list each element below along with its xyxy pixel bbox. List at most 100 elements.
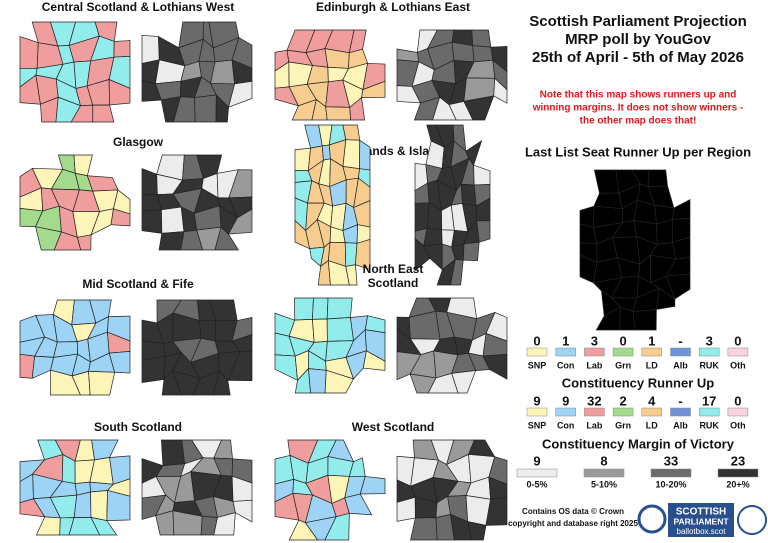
constituency (463, 95, 495, 121)
constituency (88, 371, 116, 396)
map (274, 439, 386, 541)
constituency (471, 29, 492, 48)
legend-swatch (584, 347, 605, 357)
party-label: RUK (699, 420, 719, 430)
constituency (451, 41, 475, 63)
region-title: West Scotland (352, 420, 434, 434)
band-label: 0-5% (526, 479, 547, 489)
count: 0 (533, 333, 540, 348)
count: 9 (533, 393, 540, 408)
constituency (485, 496, 508, 526)
note: the other map does that! (580, 116, 697, 127)
constituency (312, 297, 329, 320)
map (579, 169, 691, 331)
constituency (362, 350, 386, 371)
constituency (73, 491, 92, 518)
count: 17 (702, 393, 716, 408)
constituency (410, 517, 438, 541)
map (396, 297, 508, 394)
map (141, 154, 253, 251)
constituency (493, 77, 508, 104)
constituency (359, 476, 386, 495)
credit: copyright and database right 2025 (508, 519, 638, 528)
constituency (344, 493, 373, 516)
title: 25th of April - 5th of May 2026 (532, 49, 744, 66)
constituency (215, 94, 229, 123)
section-title: Last List Seat Runner Up per Region (525, 144, 751, 159)
constituency (227, 350, 253, 381)
count: 1 (562, 333, 569, 348)
map (396, 29, 508, 121)
constituency (460, 183, 477, 207)
logo-badge (737, 505, 767, 535)
count: 32 (587, 393, 601, 408)
constituency (476, 220, 491, 243)
count: 9 (533, 453, 540, 468)
legend-swatch (641, 347, 663, 357)
legend-swatch (555, 347, 576, 357)
constituency (342, 166, 360, 181)
constituency (232, 499, 253, 523)
logo-text: PARLIAMENT (673, 516, 729, 526)
logo-text: SCOTTISH (676, 507, 727, 518)
party-label: Lab (586, 360, 603, 370)
count: 0 (619, 333, 626, 348)
party-label: Lab (586, 420, 603, 430)
constituency (110, 208, 131, 227)
constituency (342, 124, 361, 141)
count: 0 (734, 393, 741, 408)
constituency (325, 106, 352, 121)
note: Note that this map shows runners up and (540, 90, 737, 101)
count: 3 (706, 333, 713, 348)
constituency (194, 94, 217, 123)
map (141, 21, 253, 123)
constituency (656, 219, 673, 245)
party-label: Alb (673, 360, 688, 370)
constituency (462, 241, 480, 262)
band-label: 20+% (726, 479, 749, 489)
legend-swatch (526, 347, 548, 357)
count: 9 (562, 393, 569, 408)
constituency (90, 516, 118, 536)
constituency (227, 208, 253, 235)
constituency (349, 96, 366, 121)
constituency (228, 80, 253, 108)
constituency (312, 318, 328, 343)
region-title: Mid Scotland & Fife (82, 277, 194, 291)
legend-swatch (727, 347, 749, 357)
legend-swatch (516, 468, 558, 478)
party-label: Grn (615, 360, 631, 370)
legend-swatch (650, 468, 692, 478)
constituency (345, 264, 358, 286)
party-label: Con (557, 360, 575, 370)
legend-swatch (670, 347, 691, 357)
constituency (423, 227, 443, 247)
region-title: Central Scotland & Lothians West (42, 0, 234, 14)
constituency (451, 370, 477, 394)
constituency (482, 353, 508, 380)
constituency (361, 80, 386, 99)
count: 1 (648, 333, 655, 348)
count: - (678, 333, 682, 348)
legend-swatch (584, 407, 605, 417)
count: - (678, 393, 682, 408)
party-label: Grn (615, 420, 631, 430)
constituency (450, 259, 464, 286)
section-title: Constituency Runner Up (562, 375, 714, 390)
region-title: North East (363, 262, 424, 276)
map (141, 299, 253, 396)
party-label: Alb (673, 420, 688, 430)
section-title: Constituency Margin of Victory (542, 436, 735, 451)
party-label: Con (557, 420, 575, 430)
logo-mark (637, 504, 667, 534)
count: 4 (648, 393, 656, 408)
legend-swatch (727, 407, 749, 417)
map (19, 21, 131, 123)
constituency (141, 34, 160, 64)
constituency (106, 490, 131, 522)
legend-swatch (717, 468, 759, 478)
constituency (214, 226, 240, 251)
count: 0 (734, 333, 741, 348)
map (274, 29, 386, 121)
